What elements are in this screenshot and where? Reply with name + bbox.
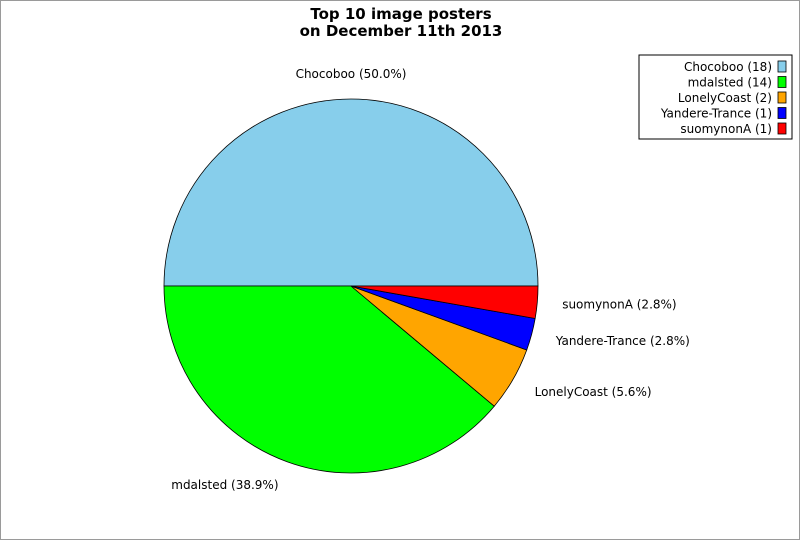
pie-slice-chocoboo — [163, 98, 539, 287]
slice-label-yandere-trance: Yandere-Trance (2.8%) — [555, 334, 690, 348]
legend-label-suomynona: suomynonA (1) — [680, 122, 772, 136]
legend-box — [638, 54, 793, 140]
slice-labels: Chocoboo (50.0%) mdalsted (38.9%) LonelyCo… — [171, 67, 690, 492]
legend-label-mdalsted: mdalsted (14) — [688, 76, 772, 90]
pie-slices — [163, 98, 539, 474]
pie-slice-suomynona — [350, 285, 539, 319]
slice-label-chocoboo: Chocoboo (50.0%) — [296, 67, 407, 81]
legend-swatch-chocoboo — [777, 60, 787, 73]
slice-label-suomynona: suomynonA (2.8%) — [562, 298, 676, 312]
legend-swatch-yandere-trance — [777, 107, 787, 119]
slice-label-lonelycoast: LonelyCoast (5.6%) — [535, 385, 652, 399]
legend-label-yandere-trance: Yandere-Trance (1) — [660, 107, 772, 121]
pie-slice-mdalsted — [163, 285, 495, 474]
legend-swatch-lonelycoast — [777, 91, 787, 104]
slice-label-mdalsted: mdalsted (38.9%) — [171, 478, 278, 492]
legend: Chocoboo (18) mdalsted (14)LonelyCoast (2… — [638, 54, 793, 140]
legend-swatch-suomynona — [777, 122, 787, 135]
chart-title-line-2: on December 11th 2013 — [300, 22, 503, 40]
legend-swatch-mdalsted — [777, 76, 787, 88]
legend-label-lonelycoast: LonelyCoast (2) — [678, 91, 772, 105]
chart-title-line-1: Top 10 image posters — [310, 5, 491, 23]
legend-label-chocoboo: Chocoboo (18) — [684, 60, 772, 74]
